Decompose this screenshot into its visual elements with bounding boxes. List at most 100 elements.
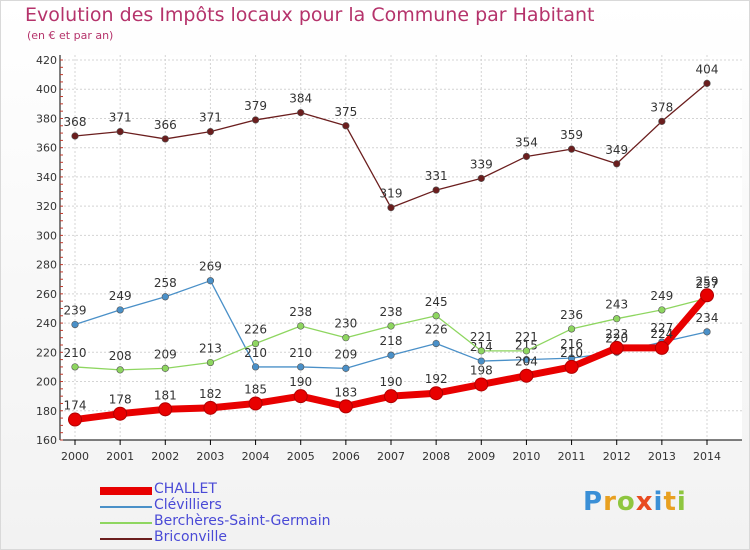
data-point-challet (203, 400, 218, 415)
data-point-cl-villiers (206, 277, 215, 285)
data-point-berch-res-saint-germain (116, 366, 124, 374)
data-label-challet: 259 (696, 274, 719, 288)
chart-title: Evolution des Impôts locaux pour la Comm… (25, 4, 595, 26)
data-point-briconville (477, 174, 485, 182)
data-point-challet (248, 396, 263, 411)
x-tick-label: 2010 (512, 450, 540, 463)
x-tick-label: 2003 (196, 450, 224, 463)
data-label-berch-res-saint-germain: 226 (244, 323, 267, 337)
data-label-berch-res-saint-germain: 238 (380, 305, 403, 319)
x-tick-label: 2001 (106, 450, 134, 463)
data-label-challet: 183 (334, 385, 357, 399)
data-label-berch-res-saint-germain: 249 (650, 289, 673, 303)
y-tick-label: 360 (36, 142, 57, 155)
y-tick-label: 300 (36, 229, 57, 242)
data-point-briconville (432, 186, 440, 194)
data-label-berch-res-saint-germain: 238 (289, 305, 312, 319)
data-point-berch-res-saint-germain (613, 315, 621, 323)
data-label-briconville: 368 (64, 115, 87, 129)
y-tick-label: 320 (36, 200, 57, 213)
y-tick-label: 340 (36, 171, 57, 184)
data-point-berch-res-saint-germain (206, 358, 215, 367)
data-point-cl-villiers (251, 363, 260, 371)
data-label-cl-villiers: 216 (560, 337, 583, 351)
data-point-briconville (297, 109, 305, 117)
data-label-cl-villiers: 258 (154, 276, 177, 290)
data-point-berch-res-saint-germain (477, 347, 485, 355)
data-label-challet: 182 (199, 387, 222, 401)
data-point-berch-res-saint-germain (161, 364, 169, 372)
data-label-briconville: 375 (334, 105, 357, 119)
x-tick-label: 2007 (377, 450, 405, 463)
legend-swatch-briconville (100, 538, 152, 540)
proxiti-logo: Proxiti (583, 487, 687, 517)
data-point-challet (609, 340, 624, 355)
x-tick-label: 2000 (61, 450, 89, 463)
data-label-briconville: 404 (696, 62, 719, 76)
data-label-challet: 190 (380, 375, 403, 389)
data-point-briconville (658, 117, 666, 125)
data-label-cl-villiers: 210 (289, 346, 312, 360)
data-label-berch-res-saint-germain: 245 (425, 295, 448, 309)
x-tick-label: 2011 (558, 450, 586, 463)
data-point-cl-villiers (522, 356, 531, 364)
data-label-cl-villiers: 209 (334, 347, 357, 361)
legend-swatch-clevilliers (100, 506, 152, 508)
y-tick-label: 200 (36, 376, 57, 389)
legend-swatch-challet (100, 487, 152, 495)
data-label-cl-villiers: 234 (696, 311, 719, 325)
data-label-berch-res-saint-germain: 210 (64, 346, 87, 360)
data-point-cl-villiers (161, 293, 169, 301)
data-point-cl-villiers (71, 320, 79, 329)
data-label-challet: 224 (650, 327, 673, 341)
data-label-briconville: 359 (560, 128, 583, 142)
data-point-challet (384, 389, 398, 404)
data-label-briconville: 378 (650, 100, 673, 114)
data-label-cl-villiers: 226 (425, 323, 448, 337)
data-point-berch-res-saint-germain (658, 306, 666, 314)
data-point-briconville (567, 145, 576, 153)
data-point-challet (700, 288, 714, 303)
y-tick-label: 180 (36, 405, 57, 418)
y-tick-label: 380 (36, 112, 57, 125)
data-point-berch-res-saint-germain (387, 322, 395, 330)
data-label-briconville: 379 (244, 99, 267, 113)
data-label-briconville: 349 (605, 143, 628, 157)
data-label-cl-villiers: 269 (199, 260, 222, 274)
data-point-berch-res-saint-germain (432, 312, 440, 320)
data-point-challet (113, 406, 128, 421)
data-point-briconville (342, 122, 350, 130)
data-point-challet (429, 386, 444, 401)
data-point-challet (338, 399, 353, 414)
x-tick-label: 2002 (151, 450, 179, 463)
data-point-berch-res-saint-germain (71, 363, 79, 371)
chart-subtitle: (en € et par an) (27, 29, 114, 42)
data-label-briconville: 371 (109, 111, 132, 125)
data-point-berch-res-saint-germain (567, 325, 576, 333)
x-tick-label: 2008 (422, 450, 450, 463)
data-point-challet (564, 359, 579, 374)
data-label-berch-res-saint-germain: 208 (109, 349, 132, 363)
y-tick-label: 420 (36, 54, 57, 67)
data-label-berch-res-saint-germain: 236 (560, 308, 583, 322)
data-label-briconville: 384 (289, 92, 312, 106)
y-tick-label: 220 (36, 346, 57, 359)
data-point-berch-res-saint-germain (297, 322, 305, 330)
data-point-cl-villiers (116, 306, 124, 314)
data-point-challet (293, 389, 308, 404)
data-point-cl-villiers (342, 364, 350, 372)
data-label-challet: 204 (515, 355, 538, 369)
data-point-challet (474, 377, 489, 392)
data-point-briconville (387, 204, 395, 212)
legend-label-clevilliers: Clévilliers (154, 497, 222, 513)
data-label-cl-villiers: 215 (515, 339, 538, 353)
data-point-briconville (116, 128, 124, 136)
legend-label-bercheres: Berchères-Saint-Germain (154, 513, 331, 529)
data-label-berch-res-saint-germain: 230 (334, 317, 357, 331)
data-label-berch-res-saint-germain: 209 (154, 347, 177, 361)
data-point-cl-villiers (297, 363, 305, 371)
data-point-briconville (161, 135, 169, 143)
y-tick-label: 400 (36, 83, 57, 96)
data-point-challet (654, 340, 669, 355)
